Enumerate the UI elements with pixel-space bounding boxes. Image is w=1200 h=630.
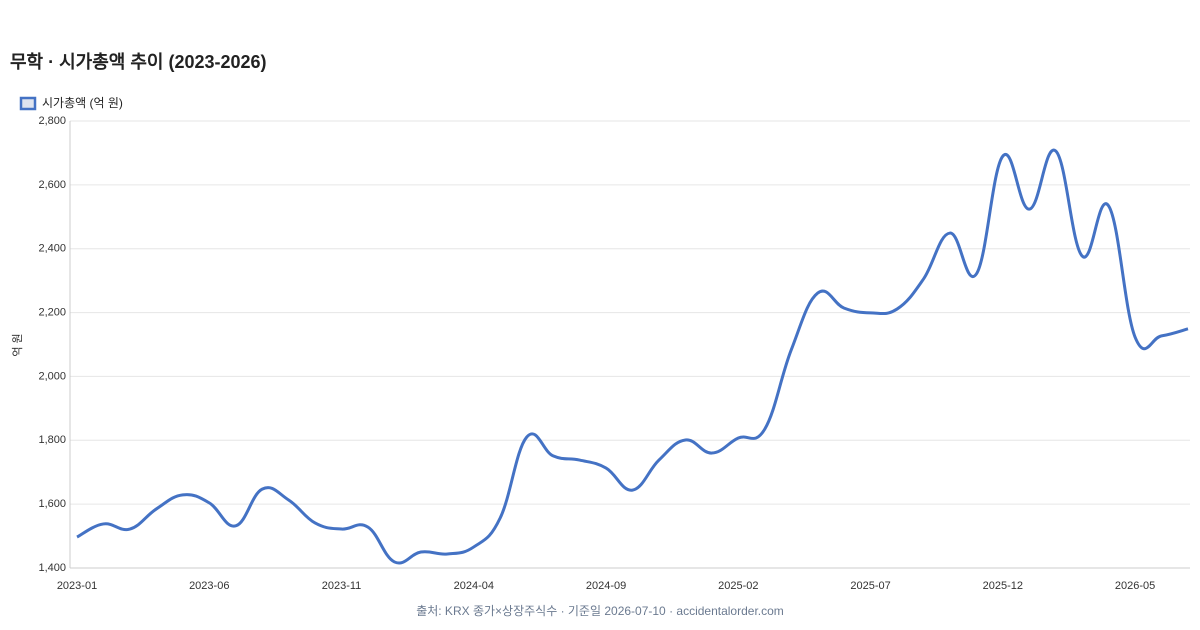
y-axis-label: 억 원 — [11, 333, 24, 356]
x-tick-label: 2025-07 — [850, 580, 890, 592]
x-tick-label: 2024-09 — [586, 580, 626, 592]
y-tick-label: 2,800 — [38, 115, 66, 127]
chart-title: 무학 · 시가총액 추이 (2023-2026) — [10, 51, 267, 72]
x-tick-label: 2025-12 — [983, 580, 1023, 592]
x-tick-label: 2026-05 — [1115, 580, 1155, 592]
y-tick-label: 2,600 — [38, 179, 66, 191]
y-tick-label: 2,200 — [38, 306, 66, 318]
y-tick-label: 1,600 — [38, 498, 66, 510]
y-tick-label: 2,000 — [38, 370, 66, 382]
y-tick-label: 1,400 — [38, 562, 66, 574]
x-tick-label: 2023-06 — [189, 580, 229, 592]
x-tick-label: 2023-11 — [322, 580, 362, 592]
x-tick-label: 2023-01 — [57, 580, 97, 592]
data-line — [76, 148, 1189, 565]
legend-swatch — [19, 96, 37, 111]
y-tick-label: 2,400 — [38, 243, 66, 255]
legend-label: 시가총액 (억 원) — [42, 96, 123, 110]
source-note: 출처: KRX 종가×상장주식수 · 기준일 2026-07-10 · acci… — [416, 604, 784, 618]
x-tick-label: 2025-02 — [718, 580, 758, 592]
x-tick-label: 2024-04 — [454, 580, 494, 592]
y-tick-label: 1,800 — [38, 434, 66, 446]
